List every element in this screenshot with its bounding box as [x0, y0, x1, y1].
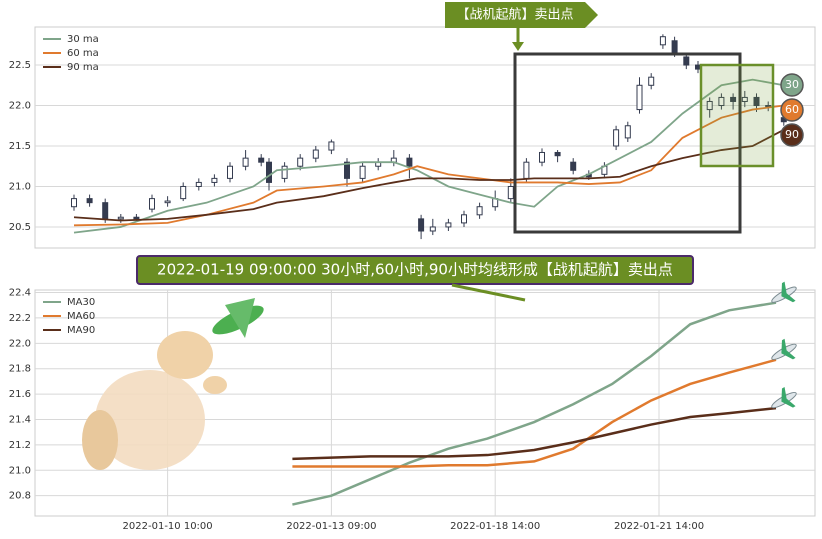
y-tick-label: 22.5 — [9, 60, 31, 71]
y-tick-label: 21.0 — [9, 465, 31, 476]
ma-line — [292, 358, 777, 468]
y-tick-label: 21.5 — [9, 141, 31, 152]
candle-body — [281, 165, 288, 179]
legend-label: MA90 — [67, 325, 95, 336]
candle-body — [570, 161, 577, 171]
legend-label: 60 ma — [67, 48, 99, 59]
candle-body — [429, 226, 436, 232]
candle-body — [86, 198, 93, 204]
annotation-text: 2022-01-19 09:00:00 30小时,60小时,90小时均线形成【战… — [157, 261, 673, 279]
plane-icon — [771, 281, 797, 303]
annotation-banner — [136, 255, 694, 285]
ma-line — [73, 129, 785, 222]
candle-body — [266, 161, 272, 183]
candle-body — [102, 202, 109, 220]
y-tick-label: 21.8 — [9, 364, 31, 375]
candle-body — [730, 96, 737, 102]
x-tick-label: 2022-01-21 14:00 — [614, 521, 704, 532]
candle-body — [211, 177, 218, 183]
candle-body — [636, 84, 643, 111]
ma-line — [292, 406, 777, 461]
y-tick-label: 20.8 — [9, 491, 31, 502]
candle-body — [507, 185, 514, 200]
candle-body — [718, 96, 725, 107]
candle-body — [117, 216, 124, 220]
x-tick-label: 2022-01-18 14:00 — [450, 521, 540, 532]
candle-body — [164, 200, 171, 204]
y-tick-label: 22.0 — [9, 101, 31, 112]
candle-body — [242, 157, 249, 167]
y-tick-label: 20.5 — [9, 222, 31, 233]
candle-body — [258, 157, 265, 163]
annotation-arrowhead — [512, 42, 524, 51]
y-tick-label: 22.2 — [9, 313, 31, 324]
plane-illustration — [212, 298, 264, 338]
legend-label: 30 ma — [67, 34, 99, 45]
candle-body — [312, 149, 319, 159]
x-tick-label: 2022-01-13 09:00 — [286, 521, 376, 532]
candle-body — [476, 206, 483, 216]
candle-body — [683, 56, 690, 66]
candle-body — [71, 198, 77, 208]
legend-label: 90 ma — [67, 62, 99, 73]
plane-wing — [781, 387, 796, 408]
candle-body — [671, 40, 678, 54]
dog-illustration — [82, 331, 227, 470]
plane-wing — [781, 338, 796, 360]
candle-body — [624, 125, 631, 139]
candle-body — [328, 141, 335, 151]
candle-body — [659, 36, 666, 46]
plane-icon — [771, 387, 797, 409]
candle-body — [648, 76, 655, 86]
y-tick-label: 22.0 — [9, 338, 31, 349]
plane-icon — [771, 338, 797, 360]
y-tick-label: 21.6 — [9, 389, 31, 400]
legend-label: MA60 — [67, 311, 95, 322]
annotation-text: 【战机起航】卖出点 — [456, 7, 573, 23]
candle-body — [554, 151, 561, 157]
candle-body — [149, 198, 155, 210]
candle-body — [133, 216, 140, 220]
candle-body — [523, 161, 530, 179]
candle-body — [613, 129, 620, 147]
ma-badge — [780, 123, 804, 147]
candle-body — [741, 96, 748, 102]
candle-body — [706, 100, 713, 111]
candle-body — [297, 157, 304, 167]
x-tick-label: 2022-01-10 10:00 — [123, 521, 213, 532]
ma-badge-label: 30 — [785, 78, 799, 91]
candle-body — [359, 165, 366, 179]
candle-body — [406, 157, 413, 167]
candle-body — [180, 185, 187, 200]
legend-label: MA30 — [67, 297, 95, 308]
ma-line — [73, 78, 784, 234]
candle-body — [539, 151, 545, 163]
ma-badge-label: 90 — [785, 128, 799, 141]
highlight-box — [513, 52, 742, 234]
candle-body — [195, 181, 202, 187]
candle-body — [461, 214, 467, 224]
candle-body — [445, 222, 452, 228]
annotation-arrow — [451, 283, 526, 302]
ma-line — [73, 104, 784, 227]
plane-wing — [781, 281, 796, 303]
candle-body — [753, 96, 760, 107]
ma-badge — [780, 98, 804, 122]
y-tick-label: 21.4 — [9, 415, 31, 426]
y-tick-label: 22.4 — [9, 288, 31, 299]
ma-badge-label: 60 — [785, 103, 799, 116]
candle-body — [418, 218, 425, 232]
ma-line — [292, 301, 777, 506]
y-tick-label: 21.0 — [9, 181, 31, 192]
ma-badge — [780, 73, 804, 97]
candle-body — [344, 161, 350, 179]
annotation-banner — [445, 2, 598, 28]
focus-box — [699, 63, 775, 168]
y-tick-label: 21.2 — [9, 440, 31, 451]
candle-body — [227, 165, 233, 179]
top-plot-frame — [34, 26, 816, 249]
